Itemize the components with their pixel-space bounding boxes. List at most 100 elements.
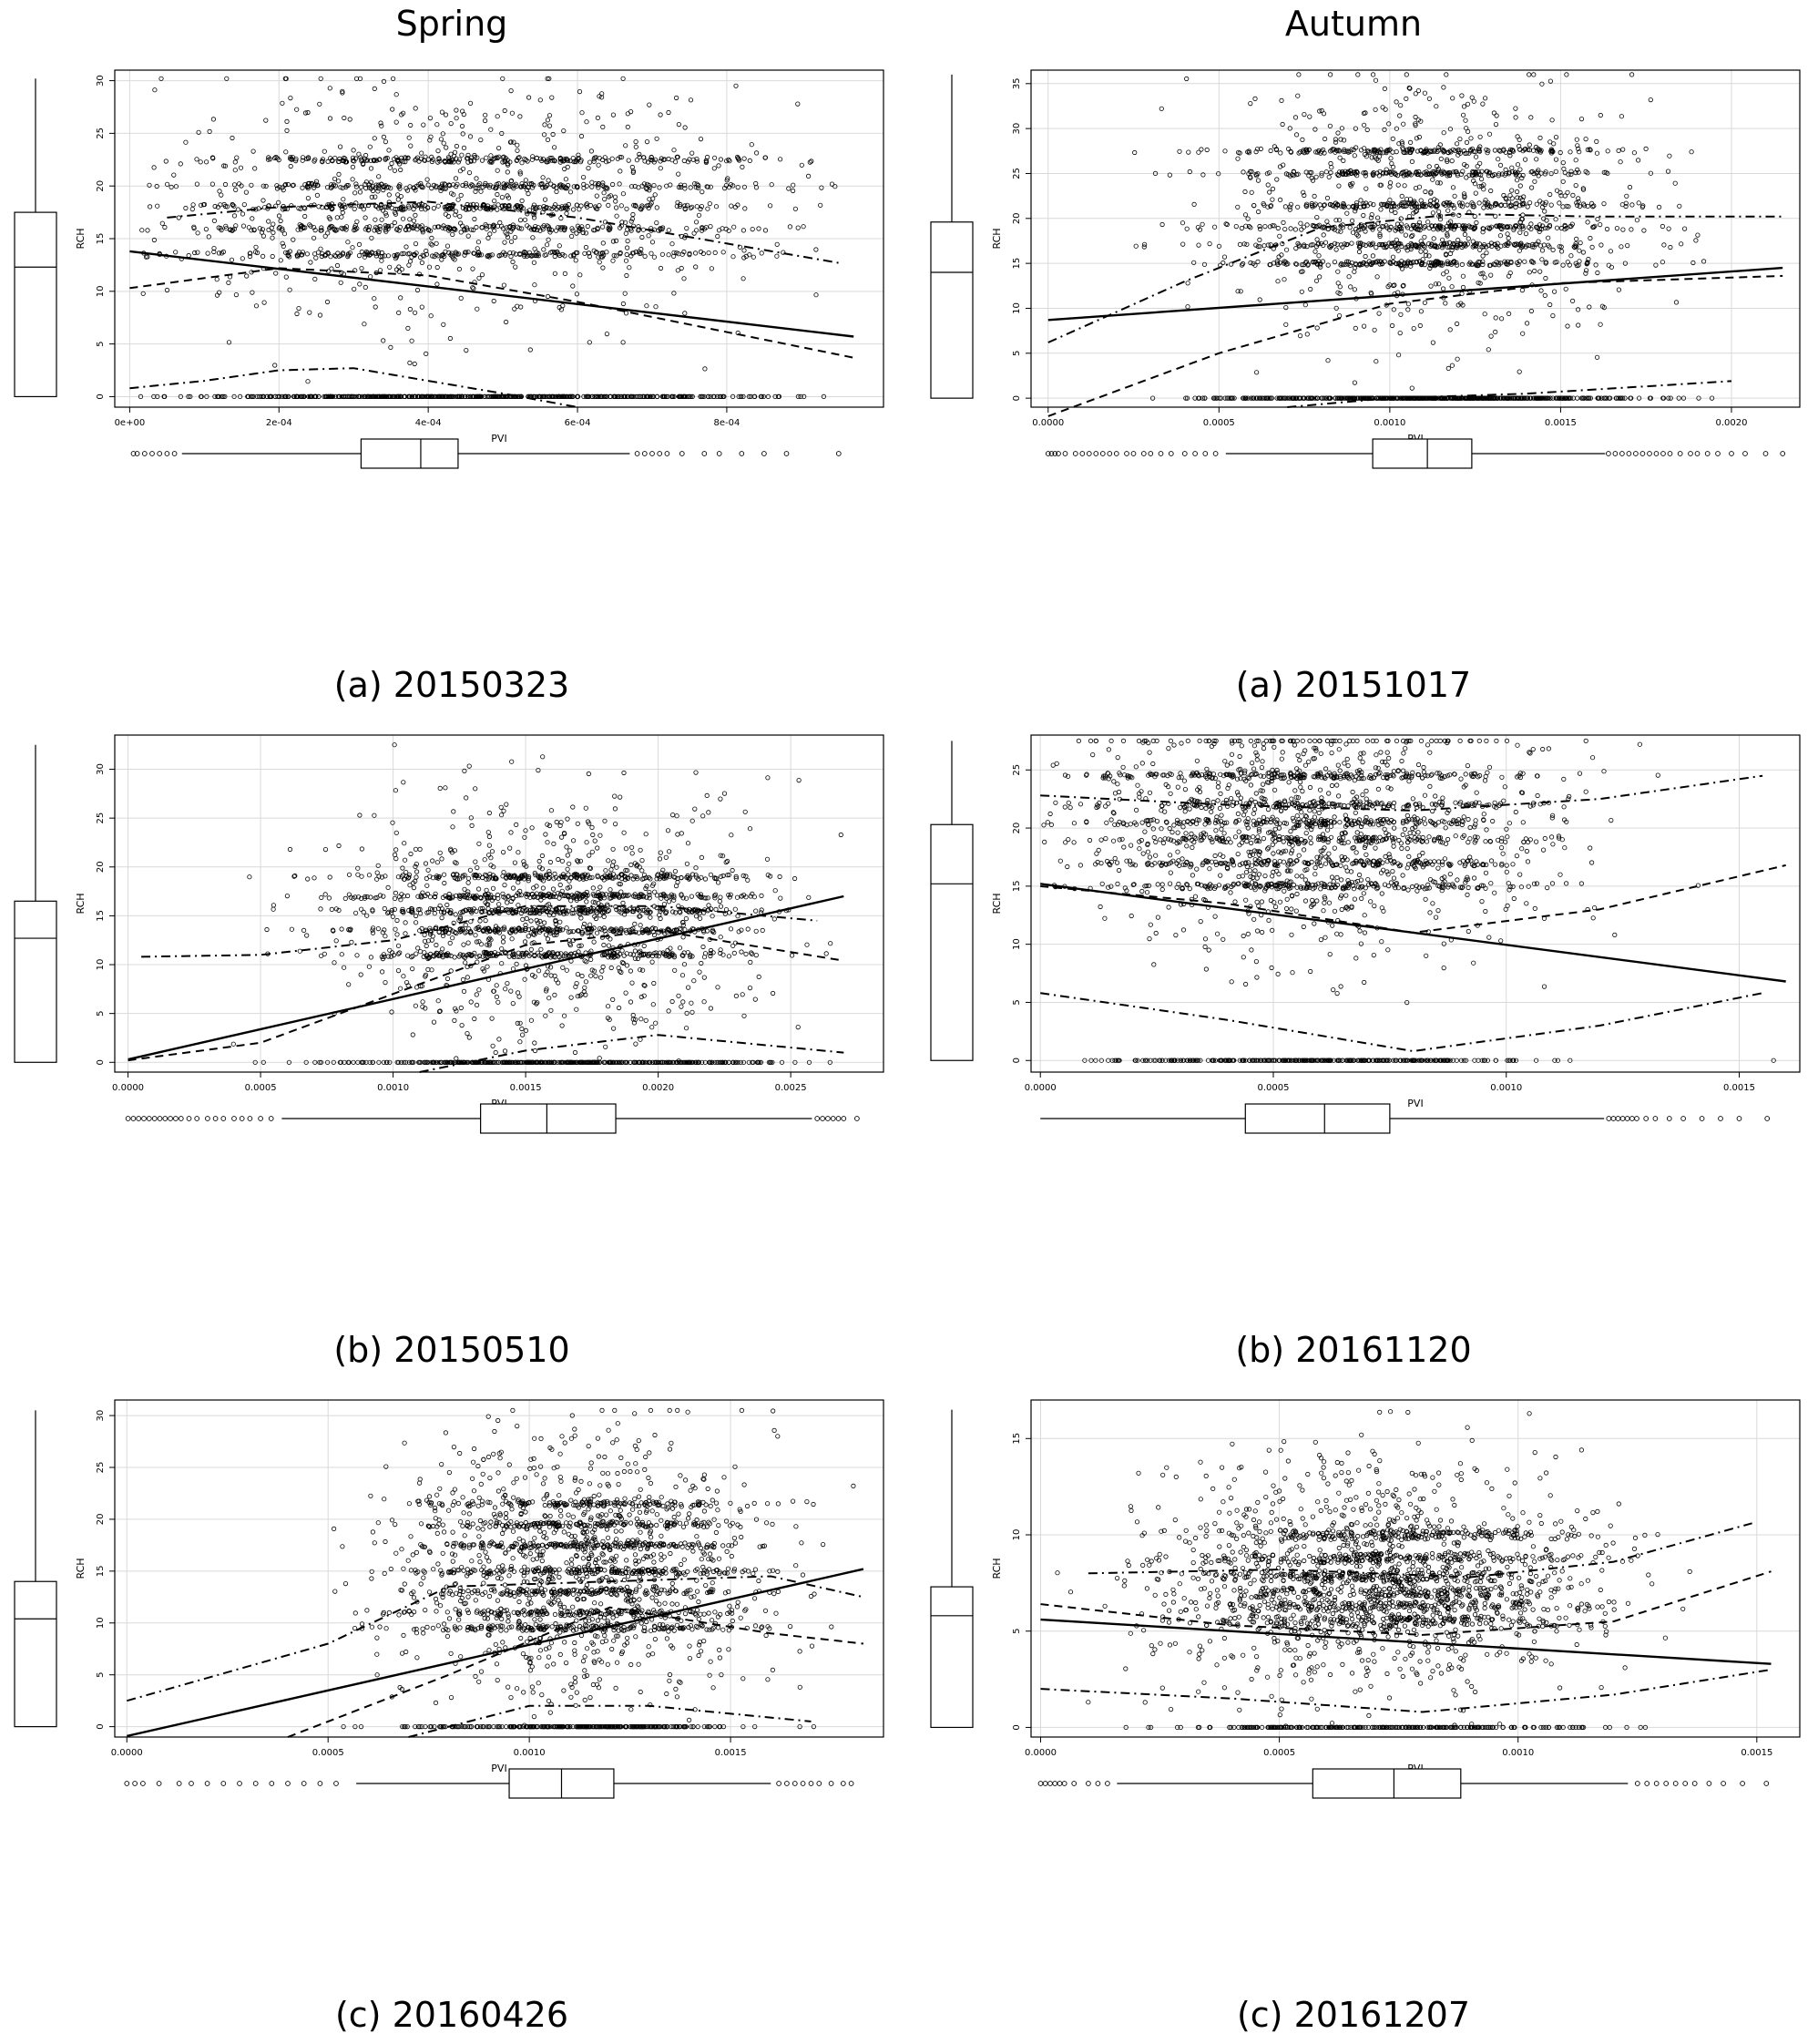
scatter-point bbox=[1501, 224, 1506, 230]
scatter-point bbox=[230, 201, 235, 208]
scatter-point bbox=[1661, 242, 1667, 248]
scatter-point bbox=[505, 234, 511, 240]
scatter-point bbox=[540, 185, 546, 190]
scatter-point bbox=[1352, 269, 1357, 274]
scatter-point bbox=[297, 222, 302, 228]
scatter-point bbox=[612, 793, 618, 799]
scatter-point bbox=[1388, 169, 1394, 175]
scatter-point bbox=[446, 182, 452, 188]
scatter-point bbox=[580, 175, 587, 180]
scatter-point bbox=[801, 224, 806, 230]
scatter-point bbox=[1498, 316, 1505, 322]
scatter-point bbox=[795, 393, 802, 399]
scatter-point bbox=[1456, 148, 1462, 153]
scatter-point bbox=[347, 117, 352, 122]
scatter-point bbox=[343, 224, 350, 230]
scatter-point bbox=[306, 156, 312, 161]
scatter-point bbox=[1394, 237, 1399, 242]
scatter-point bbox=[1408, 260, 1414, 265]
scatter-point bbox=[393, 788, 398, 793]
scatter-point bbox=[542, 252, 547, 258]
scatter-point bbox=[281, 231, 288, 237]
scatter-point bbox=[1196, 242, 1201, 248]
scatter-point bbox=[1418, 262, 1425, 268]
scatter-point bbox=[638, 250, 644, 256]
scatter-point bbox=[375, 249, 381, 255]
scatter-point bbox=[1446, 275, 1452, 281]
scatter-point bbox=[1581, 395, 1587, 401]
scatter-point bbox=[1476, 241, 1483, 247]
x-boxplot-outlier bbox=[1660, 451, 1666, 456]
scatter-point bbox=[1368, 261, 1374, 267]
scatter-point bbox=[599, 224, 606, 230]
scatter-point bbox=[633, 144, 638, 149]
scatter-point bbox=[1257, 244, 1262, 250]
scatter-point bbox=[244, 273, 250, 279]
x-boxplot-outlier bbox=[1677, 451, 1683, 456]
scatter-point bbox=[1449, 284, 1455, 290]
scatter-point bbox=[1558, 225, 1565, 231]
scatter-point bbox=[1341, 158, 1346, 164]
scatter-point bbox=[432, 911, 437, 916]
scatter-point bbox=[465, 250, 471, 255]
scatter-point bbox=[331, 182, 337, 188]
scatter-point bbox=[1520, 331, 1526, 336]
scatter-point bbox=[1270, 186, 1276, 191]
scatter-point bbox=[502, 1048, 508, 1054]
scatter-point bbox=[1251, 395, 1257, 401]
scatter-point bbox=[1537, 229, 1542, 234]
scatter-point bbox=[623, 867, 628, 874]
scatter-point bbox=[570, 207, 577, 212]
scatter-point bbox=[1358, 148, 1364, 153]
scatter-point bbox=[1299, 227, 1304, 232]
scatter-point bbox=[643, 185, 649, 191]
scatter-point bbox=[1334, 241, 1340, 247]
y-tick-label: 5 bbox=[96, 341, 106, 346]
scatter-point bbox=[420, 202, 425, 208]
scatter-point bbox=[711, 166, 717, 171]
scatter-point bbox=[273, 271, 279, 276]
scatter-point bbox=[1486, 131, 1493, 137]
scatter-point bbox=[607, 224, 612, 230]
scatter-points bbox=[138, 76, 838, 399]
scatter-point bbox=[464, 227, 470, 232]
scatter-point bbox=[436, 224, 442, 230]
scatter-point bbox=[212, 203, 218, 210]
scatter-point bbox=[1470, 239, 1476, 244]
scatter-point bbox=[393, 256, 398, 261]
scatter-point bbox=[1313, 278, 1320, 283]
scatter-point bbox=[1370, 171, 1375, 177]
scatter-point bbox=[1398, 103, 1404, 108]
scatter-point bbox=[1277, 197, 1283, 202]
x-boxplot-outlier bbox=[641, 451, 648, 456]
scatter-point bbox=[809, 158, 814, 164]
scatter-point bbox=[386, 148, 392, 153]
scatter-point bbox=[679, 393, 684, 399]
scatter-point bbox=[339, 393, 344, 399]
scatter-point bbox=[218, 202, 223, 208]
scatter-point bbox=[1547, 301, 1553, 308]
scatter-point bbox=[526, 191, 531, 197]
scatter-point bbox=[353, 181, 359, 187]
scatter-point bbox=[487, 159, 493, 165]
x-boxplot-outlier bbox=[1715, 451, 1721, 456]
scatter-point bbox=[1590, 224, 1596, 230]
x-boxplot-outlier bbox=[1639, 451, 1646, 456]
scatter-point bbox=[633, 249, 639, 255]
scatter-point bbox=[1485, 204, 1491, 210]
scatter-point bbox=[650, 1002, 656, 1007]
scatter-point bbox=[1573, 158, 1578, 163]
scatter-point bbox=[467, 134, 474, 139]
scatter-point bbox=[519, 198, 525, 203]
scatter-point bbox=[1400, 395, 1405, 401]
scatter-point bbox=[214, 292, 220, 298]
scatter-point bbox=[517, 218, 524, 223]
scatter-point bbox=[1517, 167, 1523, 172]
scatter-point bbox=[685, 393, 690, 399]
scatter-point bbox=[252, 166, 258, 171]
scatter-point bbox=[1519, 243, 1526, 249]
scatter-point bbox=[1557, 200, 1562, 206]
scatter-point bbox=[1399, 243, 1404, 250]
scatter-point bbox=[355, 393, 362, 399]
scatter-point bbox=[403, 1059, 409, 1065]
